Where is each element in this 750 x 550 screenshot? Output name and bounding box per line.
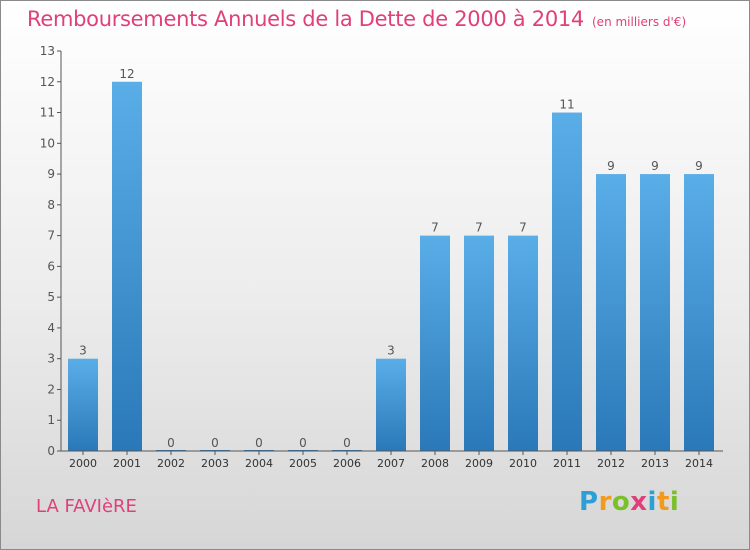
logo-letter: i — [669, 487, 680, 517]
y-tick-label: 9 — [47, 167, 55, 181]
data-label: 0 — [343, 436, 351, 450]
data-label: 0 — [255, 436, 263, 450]
y-tick-label: 0 — [47, 444, 55, 458]
bars: 3 12 0 0 0 0 0 3 7 7 7 11 9 9 9 — [68, 67, 714, 452]
data-label: 12 — [119, 67, 134, 81]
data-label: 7 — [519, 221, 527, 235]
x-tick-label: 2009 — [465, 457, 493, 470]
data-label: 0 — [167, 436, 175, 450]
x-tick-label: 2005 — [289, 457, 317, 470]
data-label: 0 — [211, 436, 219, 450]
x-tick-label: 2008 — [421, 457, 449, 470]
y-tick-label: 7 — [47, 229, 55, 243]
y-tick-label: 13 — [40, 44, 55, 58]
x-tick-label: 2006 — [333, 457, 361, 470]
bar — [464, 235, 494, 451]
x-tick-label: 2011 — [553, 457, 581, 470]
bar — [112, 81, 142, 452]
logo-letter: t — [656, 487, 670, 517]
x-tick-label: 2012 — [597, 457, 625, 470]
y-tick-label: 11 — [40, 106, 55, 120]
x-tick-label: 2007 — [377, 457, 405, 470]
bar — [684, 174, 714, 452]
y-tick-label: 3 — [47, 352, 55, 366]
bar — [640, 174, 670, 452]
y-tick-label: 8 — [47, 198, 55, 212]
logo-letter: r — [598, 487, 612, 517]
y-tick-label: 5 — [47, 290, 55, 304]
y-tick-label: 12 — [40, 75, 55, 89]
commune-name: LA FAVIèRE — [36, 496, 137, 517]
bar — [420, 235, 450, 451]
x-tick-label: 2013 — [641, 457, 669, 470]
y-tick-label: 6 — [47, 259, 55, 273]
y-tick-label: 10 — [40, 136, 55, 150]
bar — [376, 358, 406, 451]
data-label: 9 — [651, 159, 659, 173]
data-label: 0 — [299, 436, 307, 450]
logo-letter: P — [579, 487, 599, 517]
x-tick-label: 2001 — [113, 457, 141, 470]
x-axis: 2000 2001 2002 2003 2004 2005 2006 2007 2008 2009… — [61, 450, 723, 470]
x-tick-label: 2000 — [69, 457, 97, 470]
logo-letter: x — [630, 487, 648, 517]
data-label: 7 — [431, 221, 439, 235]
x-tick-label: 2003 — [201, 457, 229, 470]
data-label: 11 — [559, 98, 574, 112]
title-text: Remboursements Annuels de la Dette de 20… — [27, 7, 584, 31]
chart-title: Remboursements Annuels de la Dette de 20… — [27, 7, 686, 31]
unit-label: (en milliers d'€) — [592, 15, 687, 29]
logo-letter: i — [647, 487, 657, 517]
logo-letter: o — [611, 487, 631, 517]
data-label: 9 — [607, 159, 615, 173]
proxiti-logo: Proxiti — [579, 487, 679, 517]
x-tick-label: 2014 — [685, 457, 713, 470]
x-tick-label: 2010 — [509, 457, 537, 470]
x-tick-label: 2002 — [157, 457, 185, 470]
y-tick-label: 2 — [47, 382, 55, 396]
y-tick-label: 4 — [47, 321, 55, 335]
y-tick-label: 1 — [47, 413, 55, 427]
x-tick-label: 2004 — [245, 457, 273, 470]
data-label: 3 — [79, 344, 87, 358]
bar — [552, 112, 582, 452]
bar — [68, 358, 98, 451]
data-label: 3 — [387, 344, 395, 358]
data-label: 9 — [695, 159, 703, 173]
bar — [596, 174, 626, 452]
bar — [508, 235, 538, 451]
data-label: 7 — [475, 221, 483, 235]
